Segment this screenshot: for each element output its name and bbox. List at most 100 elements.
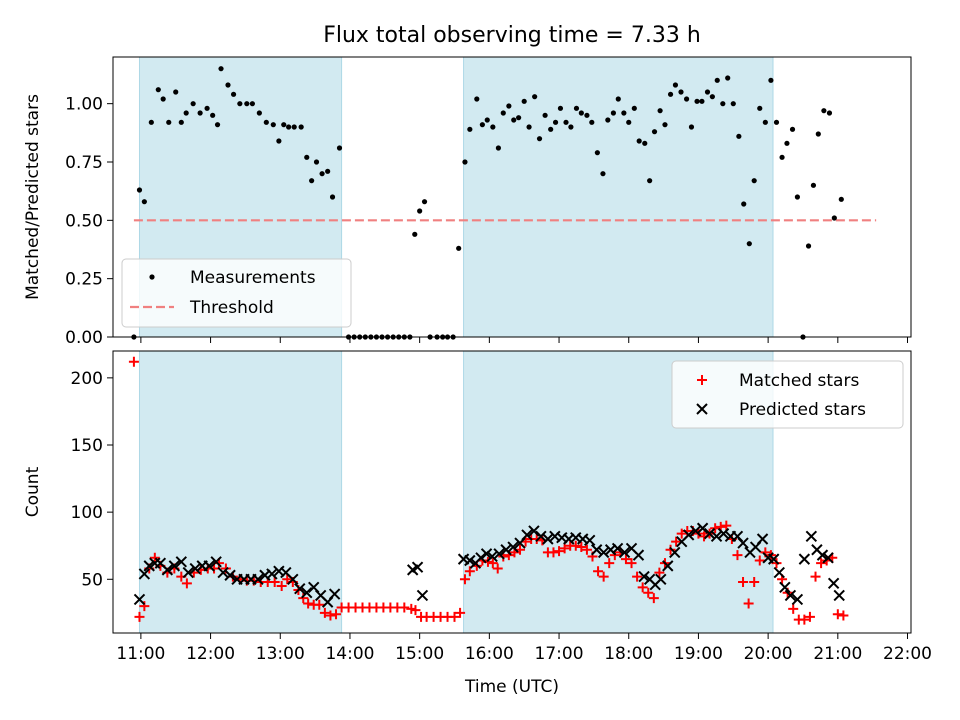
matched-star-point	[604, 558, 615, 569]
measurement-point	[313, 159, 320, 165]
predicted-star-point	[287, 573, 299, 585]
x-tick-label: 17:00	[535, 644, 584, 664]
measurement-point	[779, 154, 785, 160]
y-axis-ticks: 0.00 0.25 0.50 0.75 1.00	[65, 95, 113, 348]
measurement-point	[838, 196, 844, 202]
measurement-point	[417, 208, 423, 214]
y-axis-label: Matched/Predicted stars	[23, 94, 43, 300]
matched-star-point	[455, 607, 466, 618]
measurement-point	[548, 126, 554, 132]
measurement-point	[773, 119, 780, 125]
measurement-point	[412, 231, 418, 237]
predicted-star-point	[584, 534, 596, 547]
measurement-point	[183, 110, 189, 116]
measurement-point	[225, 82, 231, 88]
predicted-star-point	[833, 589, 845, 602]
predicted-star-point	[773, 566, 785, 579]
predicted-star-point	[669, 546, 681, 559]
measurement-point	[204, 105, 210, 111]
measurement-point	[506, 103, 512, 109]
y-tick-label: 0.25	[65, 270, 103, 290]
matched-star-point	[576, 542, 587, 553]
measurement-point	[757, 105, 763, 111]
measurement-point	[136, 187, 143, 193]
measurement-point	[725, 75, 731, 81]
measurement-point	[256, 110, 262, 116]
x-tick-label: 22:00	[883, 644, 932, 664]
matched-star-point	[598, 571, 609, 582]
matched-star-point	[676, 528, 687, 539]
matched-star-point	[816, 558, 827, 569]
measurement-point	[736, 133, 742, 139]
measurement-point	[831, 215, 837, 221]
predicted-star-point	[638, 570, 650, 583]
matched-star-point	[721, 520, 732, 531]
matched-star-point	[804, 611, 815, 622]
predicted-star-point	[632, 549, 645, 561]
matched-star-point	[531, 534, 542, 544]
measurement-point	[244, 101, 250, 107]
axes-frame	[112, 350, 912, 634]
legend-marker-measurements	[149, 274, 155, 280]
measurement-point	[479, 122, 485, 128]
predicted-star-point	[717, 527, 730, 540]
figure-title: Flux total observing time = 7.33 h	[323, 23, 701, 48]
measurement-point	[662, 122, 668, 128]
predicted-star-point	[590, 544, 603, 556]
measurement-point	[810, 182, 817, 188]
x-axis-label: Time (UTC)	[464, 677, 559, 697]
predicted-star-point	[779, 581, 791, 594]
matched-star-point	[671, 536, 682, 547]
predicted-star-point	[416, 589, 429, 602]
x-tick-label: 20:00	[744, 644, 793, 664]
measurement-point	[805, 243, 812, 249]
measurement-point	[484, 117, 490, 123]
measurement-point	[631, 105, 637, 111]
x-tick-label: 11:00	[116, 644, 165, 664]
measurement-point	[768, 77, 774, 83]
predicted-star-point	[682, 529, 695, 541]
matched-star-point	[276, 581, 287, 591]
measurement-point	[166, 119, 172, 125]
count-panel: 50 100 150 200 11:00 12:00 13:00 14:00 15:00 16:…	[23, 350, 932, 697]
legend: Matched stars Predicted stars	[671, 360, 904, 429]
matched-star-point	[665, 544, 676, 555]
predicted-star-point	[224, 569, 236, 581]
predicted-star-point	[493, 548, 505, 560]
measurement-point	[794, 194, 800, 200]
predicted-star-point	[500, 544, 512, 556]
predicted-star-point	[143, 560, 155, 572]
matched-star-point	[134, 611, 145, 622]
matched-star-point	[459, 574, 470, 585]
predicted-star-point	[784, 589, 797, 602]
matched-star-point	[632, 571, 643, 582]
matched-star-point	[449, 611, 460, 622]
measurement-point	[704, 89, 711, 95]
matched-star-point	[626, 558, 637, 569]
predicted-star-point	[816, 549, 829, 561]
shaded-region	[138, 350, 343, 634]
ratio-panel: 0.00 0.25 0.50 0.75 1.00 Matched/Predicted s…	[23, 56, 912, 348]
y-tick-label: 100	[71, 503, 103, 523]
legend-marker-matched	[697, 375, 707, 385]
measurement-point	[615, 96, 621, 102]
measurement-point	[263, 119, 269, 125]
measurement-point	[462, 159, 468, 165]
measurement-point	[589, 119, 595, 125]
measurement-point	[467, 126, 473, 132]
measurement-point	[197, 110, 203, 116]
predicted-star-point	[217, 566, 229, 579]
measurement-point	[281, 122, 287, 128]
measurement-point	[605, 117, 611, 123]
measurement-point	[276, 138, 282, 144]
measurement-point	[784, 140, 790, 146]
measurement-point	[474, 96, 480, 102]
measurement-point	[683, 96, 690, 102]
measurement-point	[688, 124, 695, 130]
predicted-star-point	[696, 522, 709, 534]
legend-label-matched: Matched stars	[739, 371, 859, 391]
matched-star-point	[128, 356, 139, 367]
predicted-star-point	[168, 560, 181, 572]
predicted-star-point	[542, 533, 554, 545]
